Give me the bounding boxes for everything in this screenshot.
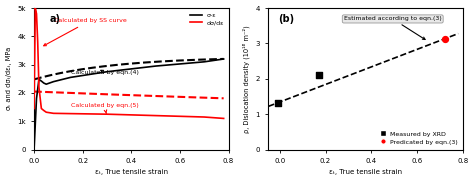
Legend: σ-ε, dσ/dε: σ-ε, dσ/dε [189,11,226,26]
Y-axis label: σₜ and dσₜ/dεₜ, MPa: σₜ and dσₜ/dεₜ, MPa [6,47,11,110]
Point [315,74,322,77]
Point [441,37,448,40]
X-axis label: εₜ, True tensile strain: εₜ, True tensile strain [95,169,168,175]
Legend: Measured by XRD, Predicated by eqn.(3): Measured by XRD, Predicated by eqn.(3) [378,129,460,146]
Text: Calculated by eqn.(5): Calculated by eqn.(5) [71,103,138,114]
Y-axis label: ρ, Dislocation density (10¹⁶ m⁻²): ρ, Dislocation density (10¹⁶ m⁻²) [243,25,250,133]
Text: a): a) [50,14,61,24]
Text: Estimated according to eqn.(3): Estimated according to eqn.(3) [344,16,442,39]
Text: Calculated by eqn.(4): Calculated by eqn.(4) [71,70,138,75]
Text: (b): (b) [278,14,294,24]
X-axis label: εₜ, True tensile strain: εₜ, True tensile strain [329,169,402,175]
Point [273,101,281,104]
Text: Calculated by SS curve: Calculated by SS curve [44,18,126,46]
